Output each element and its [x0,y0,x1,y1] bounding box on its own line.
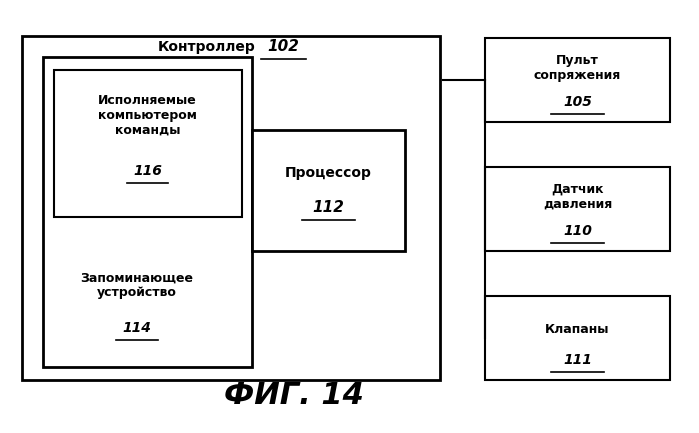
Text: Контроллер: Контроллер [158,39,256,54]
Text: ФИГ. 14: ФИГ. 14 [224,381,363,410]
Text: 116: 116 [133,165,162,178]
FancyBboxPatch shape [485,167,670,251]
Text: 105: 105 [563,95,592,109]
FancyBboxPatch shape [43,57,252,367]
FancyBboxPatch shape [22,36,440,380]
Text: Запоминающее
устройство: Запоминающее устройство [80,271,194,299]
FancyBboxPatch shape [54,70,242,216]
Text: Процессор: Процессор [285,166,372,181]
Text: 112: 112 [312,200,345,215]
Text: Клапаны: Клапаны [545,323,610,336]
FancyBboxPatch shape [485,296,670,380]
Text: 111: 111 [563,353,592,368]
Text: 114: 114 [123,321,152,335]
Text: 102: 102 [268,39,299,54]
FancyBboxPatch shape [485,38,670,122]
Text: Пульт
сопряжения: Пульт сопряжения [534,54,621,82]
Text: Исполняемые
компьютером
команды: Исполняемые компьютером команды [98,94,197,137]
Text: 110: 110 [563,224,592,238]
Text: Датчик
давления: Датчик давления [543,183,612,211]
FancyBboxPatch shape [252,130,405,251]
